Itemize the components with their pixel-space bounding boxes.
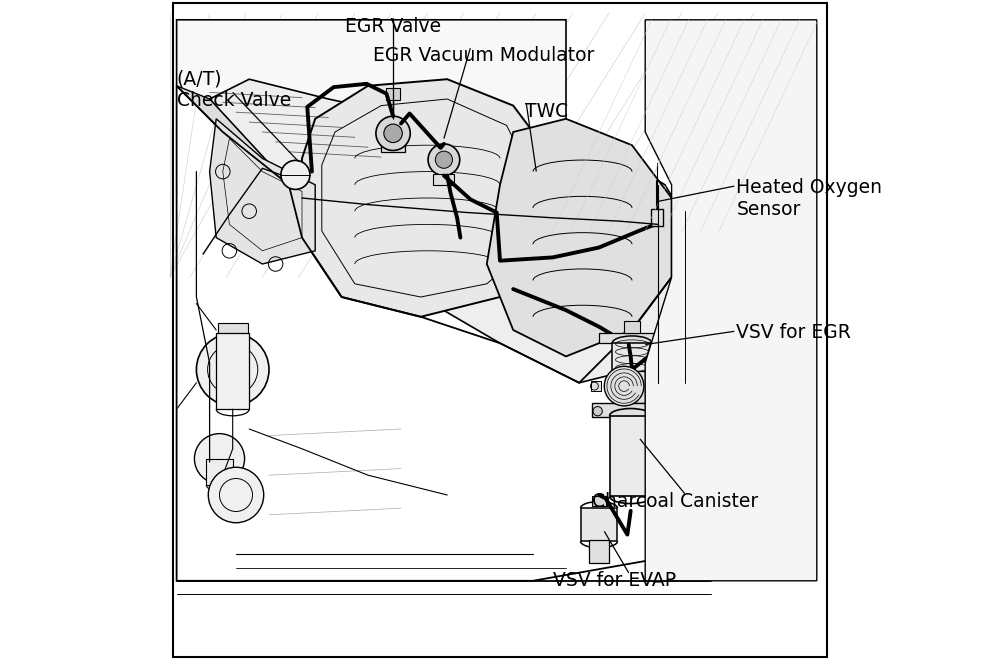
Circle shape	[384, 124, 402, 143]
Circle shape	[435, 151, 452, 168]
Text: (A/T)
Check Valve: (A/T) Check Valve	[177, 69, 291, 110]
Text: EGR Valve: EGR Valve	[345, 16, 441, 36]
Text: Heated Oxygen
Sensor: Heated Oxygen Sensor	[736, 178, 882, 219]
Polygon shape	[210, 119, 315, 264]
Circle shape	[593, 407, 602, 416]
Polygon shape	[210, 79, 711, 383]
Bar	[381, 141, 405, 152]
Bar	[610, 416, 652, 496]
Bar	[619, 371, 645, 403]
Polygon shape	[645, 20, 817, 581]
Bar	[647, 381, 657, 391]
Circle shape	[376, 116, 410, 150]
Bar	[624, 321, 640, 333]
Bar	[589, 540, 609, 563]
Polygon shape	[177, 86, 289, 185]
Circle shape	[428, 144, 460, 176]
Bar	[599, 333, 665, 343]
Circle shape	[194, 434, 245, 484]
Text: TWC: TWC	[525, 102, 568, 121]
Bar	[218, 323, 248, 335]
Circle shape	[281, 160, 310, 189]
Text: VSV for EGR: VSV for EGR	[736, 323, 851, 343]
Circle shape	[208, 467, 264, 523]
Bar	[433, 174, 454, 185]
Bar	[581, 508, 617, 541]
Circle shape	[654, 407, 663, 416]
Text: VSV for EVAP: VSV for EVAP	[553, 571, 676, 590]
Bar	[592, 496, 606, 506]
Text: Charcoal Canister: Charcoal Canister	[592, 492, 759, 511]
Bar	[612, 343, 652, 373]
Bar	[386, 88, 400, 100]
Polygon shape	[487, 119, 672, 356]
Polygon shape	[302, 79, 553, 317]
Bar	[206, 459, 233, 485]
Bar	[651, 209, 663, 226]
Polygon shape	[177, 20, 566, 251]
Circle shape	[604, 366, 644, 406]
Circle shape	[196, 333, 269, 406]
Bar	[591, 381, 601, 391]
Text: EGR Vacuum Modulator: EGR Vacuum Modulator	[373, 46, 594, 65]
Bar	[216, 333, 249, 409]
Bar	[592, 403, 669, 417]
